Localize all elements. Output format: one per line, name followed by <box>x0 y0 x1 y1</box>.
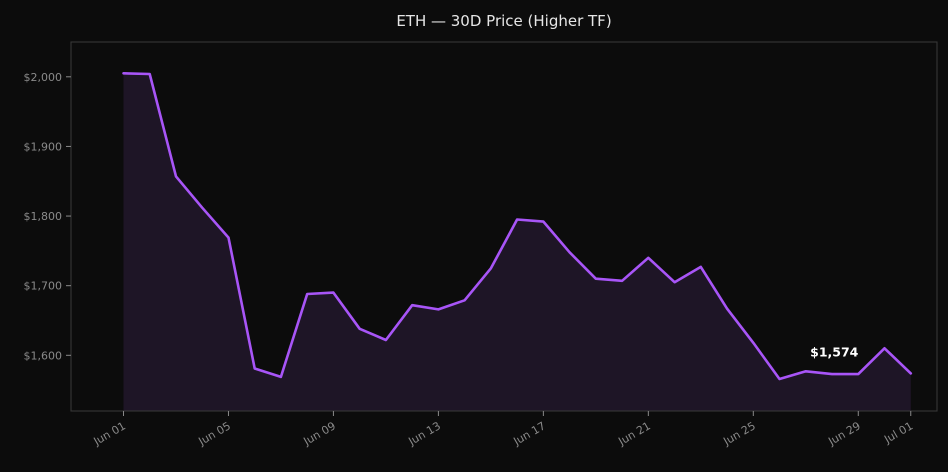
x-tick-label: Jun 25 <box>720 419 757 448</box>
x-tick-label: Jun 05 <box>196 419 233 448</box>
x-tick-label: Jul 01 <box>881 419 915 446</box>
chart-title: ETH — 30D Price (Higher TF) <box>396 12 611 30</box>
x-tick-label: Jun 01 <box>91 419 128 448</box>
last-price-annotation: $1,574 <box>810 344 859 359</box>
x-tick-label: Jun 29 <box>825 419 862 448</box>
x-tick-label: Jun 17 <box>510 419 547 448</box>
price-area-fill <box>123 73 911 412</box>
x-tick-label: Jun 09 <box>301 419 338 448</box>
y-tick-label: $1,600 <box>24 349 63 362</box>
y-tick-label: $2,000 <box>24 71 63 84</box>
y-tick-label: $1,700 <box>24 280 63 293</box>
plot-frame <box>70 41 938 412</box>
plot-area: $1,600 $1,700 $1,800 $1,900 $2,000 Jun 01 Jun … <box>24 41 938 448</box>
y-tick-label: $1,900 <box>24 140 63 153</box>
price-line <box>122 72 913 381</box>
x-tick-label: Jun 21 <box>615 419 652 448</box>
y-tick-label: $1,800 <box>24 210 63 223</box>
x-tick-label: Jun 13 <box>405 419 442 448</box>
